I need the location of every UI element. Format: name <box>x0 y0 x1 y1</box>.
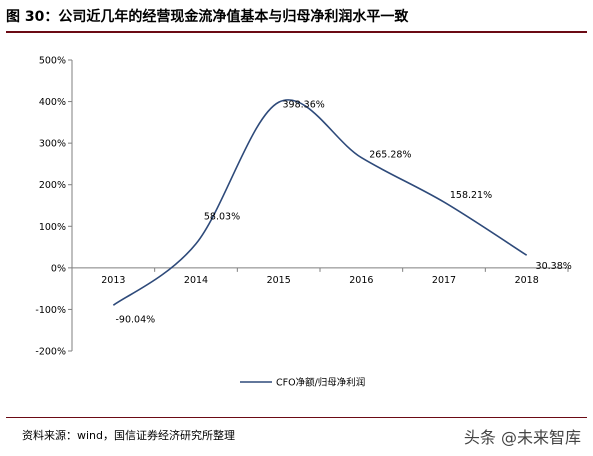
y-tick-label: -100% <box>35 305 66 316</box>
x-tick-label: 2018 <box>515 275 539 286</box>
watermark: 头条 @未来智库 <box>463 428 581 447</box>
series-layer <box>112 99 528 306</box>
legend-label: CFO净额/归母净利润 <box>276 377 365 389</box>
x-tick-label: 2014 <box>184 275 208 286</box>
y-tick-label: -200% <box>35 347 66 358</box>
y-tick-label: 0% <box>51 263 66 274</box>
y-tick-label: 400% <box>39 97 66 108</box>
x-tick-label: 2015 <box>267 275 291 286</box>
legend: CFO净额/归母净利润 <box>240 377 365 389</box>
data-labels: -90.04% 58.03% 398.36% 265.28% 158.21% 30.38% <box>116 99 572 325</box>
x-tick-label: 2013 <box>101 275 125 286</box>
source-note: 资料来源：wind，国信证券经济研究所整理 <box>22 429 236 442</box>
y-tick-label: 300% <box>39 139 66 150</box>
footer-divider <box>6 417 587 418</box>
data-label: 30.38% <box>536 261 572 272</box>
chart-title: 图 30：公司近几年的经营现金流净值基本与归母净利润水平一致 <box>6 9 409 25</box>
data-label: 158.21% <box>450 190 492 201</box>
x-tick-label: 2017 <box>432 275 456 286</box>
data-label: -90.04% <box>116 314 156 325</box>
y-tick-label: 500% <box>39 56 66 67</box>
series-line-cfo <box>112 99 528 306</box>
y-axis: -200% -100% 0% 100% 200% 300% 400% 500% <box>35 56 73 358</box>
x-axis: 2013 2014 2015 2016 2017 2018 <box>71 267 569 286</box>
x-tick-label: 2016 <box>349 275 373 286</box>
y-tick-label: 100% <box>39 222 66 233</box>
data-label: 398.36% <box>283 99 325 110</box>
data-label: 265.28% <box>369 150 411 161</box>
title-divider <box>6 31 587 33</box>
y-tick-label: 200% <box>39 180 66 191</box>
data-label: 58.03% <box>204 212 240 223</box>
line-chart: -200%-100%0%100%200%300%400%500% 2013 201… <box>35 56 572 389</box>
